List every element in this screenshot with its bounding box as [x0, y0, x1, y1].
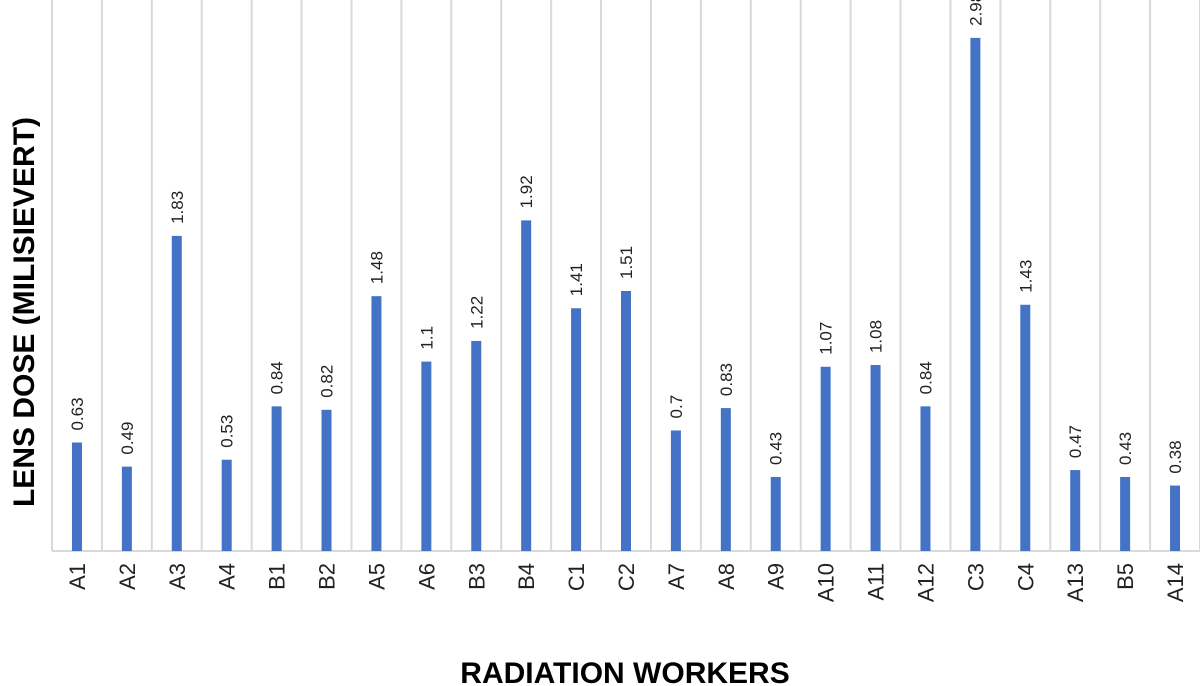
bars: [71, 37, 1181, 552]
x-tick-a2: A2: [115, 563, 140, 590]
x-tick-b4: B4: [514, 563, 539, 590]
bar-c3: [970, 37, 981, 552]
bar-a11: [870, 365, 881, 551]
x-tick-a6: A6: [414, 563, 439, 590]
bar-a12: [920, 406, 931, 551]
bar-b2: [321, 409, 332, 551]
x-tick-c1: C1: [564, 563, 589, 591]
bar-a4: [221, 459, 232, 551]
bar-a1: [71, 442, 82, 551]
x-axis-title: RADIATION WORKERS: [460, 657, 789, 686]
data-label-c2: 1.51: [617, 246, 636, 279]
data-labels: 0.63 0.49 1.83 0.53 0.84 0.82 1.48 1.1 1.22 1.92 1…: [68, 0, 1185, 474]
bar-b1: [271, 406, 282, 551]
x-tick-a7: A7: [664, 563, 689, 590]
data-label-a12: 0.84: [916, 361, 935, 394]
x-tick-a12: A12: [913, 563, 938, 602]
bar-a9: [770, 476, 781, 551]
x-tick-b3: B3: [464, 563, 489, 590]
data-label-a11: 1.08: [867, 320, 886, 353]
data-label-b5: 0.43: [1116, 432, 1135, 465]
data-label-a6: 1.1: [417, 326, 436, 350]
bar-a8: [720, 408, 731, 551]
x-tick-a3: A3: [165, 563, 190, 590]
data-label-c4: 1.43: [1016, 260, 1035, 293]
bar-a14: [1170, 485, 1181, 551]
x-tick-b2: B2: [315, 563, 340, 590]
x-tick-a14: A14: [1163, 563, 1188, 602]
data-label-b3: 1.22: [467, 296, 486, 329]
data-label-c3: 2.98: [966, 0, 985, 26]
x-tick-a13: A13: [1063, 563, 1088, 602]
bar-a7: [670, 430, 681, 551]
bar-a2: [121, 466, 132, 551]
x-tick-c3: C3: [963, 563, 988, 591]
data-label-b4: 1.92: [517, 175, 536, 208]
x-tick-a1: A1: [65, 563, 90, 590]
bar-b3: [471, 340, 482, 551]
data-label-b1: 0.84: [268, 361, 287, 394]
x-tick-b5: B5: [1113, 563, 1138, 590]
x-tick-a9: A9: [764, 563, 789, 590]
data-label-a7: 0.7: [667, 395, 686, 419]
x-tick-a8: A8: [714, 563, 739, 590]
bar-c4: [1020, 304, 1031, 551]
data-label-a8: 0.83: [717, 363, 736, 396]
x-tick-c4: C4: [1013, 563, 1038, 591]
x-tick-b1: B1: [265, 563, 290, 590]
bar-a13: [1070, 470, 1081, 551]
data-label-a14: 0.38: [1166, 440, 1185, 473]
data-label-a1: 0.63: [68, 397, 87, 430]
x-tick-a4: A4: [215, 563, 240, 590]
x-tick-a5: A5: [364, 563, 389, 590]
data-label-b2: 0.82: [318, 365, 337, 398]
grid-lines: [51, 0, 1200, 552]
bar-a6: [421, 361, 432, 551]
x-tick-a11: A11: [864, 563, 889, 601]
data-label-a3: 1.83: [168, 191, 187, 224]
bar-c1: [571, 308, 582, 551]
x-tick-c2: C2: [614, 563, 639, 591]
x-tick-a10: A10: [814, 563, 839, 602]
bar-b4: [521, 220, 532, 551]
bar-a10: [820, 366, 831, 551]
data-label-c1: 1.41: [567, 263, 586, 296]
data-label-a13: 0.47: [1066, 425, 1085, 458]
data-label-a5: 1.48: [367, 251, 386, 284]
bar-b5: [1120, 476, 1131, 551]
bar-a5: [371, 296, 382, 551]
y-axis-title: LENS DOSE (MILISIEVERT): [8, 117, 41, 507]
data-label-a4: 0.53: [218, 415, 237, 448]
data-label-a10: 1.07: [817, 322, 836, 355]
data-label-a2: 0.49: [118, 422, 137, 455]
bar-c2: [621, 290, 631, 551]
bar-a3: [171, 235, 182, 551]
data-label-a9: 0.43: [767, 432, 786, 465]
x-tick-labels: A1 A2 A3 A4 B1 B2 A5 A6 B3 B4 C1 C2 A7 A8 A9 A10 A11 A12 C…: [65, 563, 1188, 602]
